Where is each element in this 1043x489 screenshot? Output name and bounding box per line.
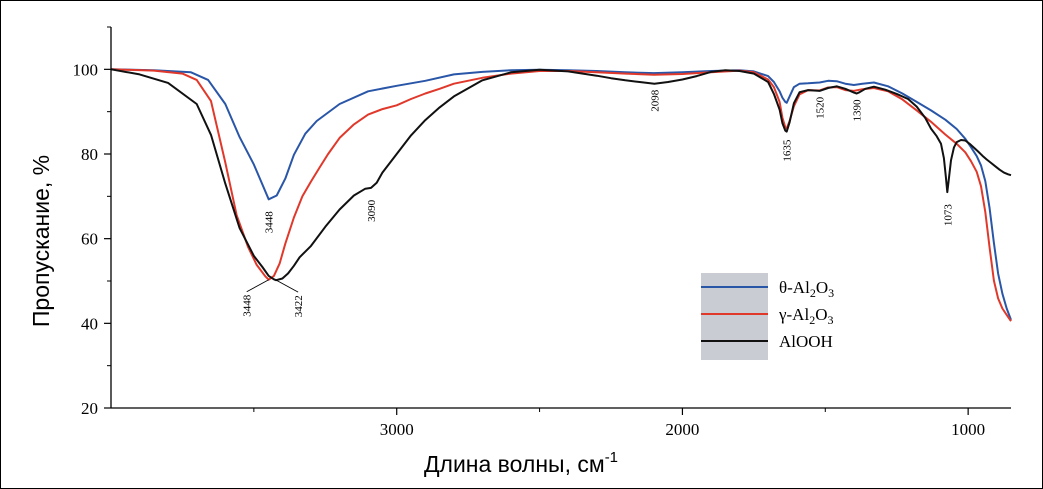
y-axis-title: Пропускание, % (28, 155, 54, 327)
peak-label-3448: 3448 (264, 211, 276, 234)
x-axis-title-text: Длина волны, см (424, 451, 605, 477)
legend-subscript: 2 (810, 286, 816, 300)
peak-label-1073: 1073 (942, 204, 954, 227)
legend-text-part: AlOOH (779, 332, 833, 351)
peak-label-1520: 1520 (815, 96, 827, 119)
peak-label-3422: 3422 (293, 295, 305, 317)
x-tick-label-2000: 2000 (665, 420, 699, 439)
legend-text-part: O (816, 278, 828, 297)
axes: 20 40 60 80 100 3000 2000 1000 (73, 26, 1011, 439)
series-line-1 (110, 68, 1012, 322)
y-tick-label-100: 100 (73, 60, 99, 79)
legend-label-2: AlOOH (779, 332, 833, 351)
x-axis-title-superscript: -1 (605, 449, 618, 466)
plot-area (110, 68, 1012, 322)
y-tick-label-80: 80 (81, 145, 98, 164)
legend-subscript: 3 (828, 286, 834, 300)
x-tick-label-3000: 3000 (380, 420, 414, 439)
peak-label-1390: 1390 (852, 99, 864, 122)
legend-text-part: θ-Al (779, 278, 810, 297)
peak-leader-3422 (275, 279, 299, 293)
legend-label-0: θ-Al2O3 (779, 278, 834, 300)
x-axis-title: Длина волны, см-1 (424, 449, 618, 477)
peak-annotations: 3448 3090 2098 1635 1520 1390 1073 3448 3422 (242, 89, 955, 317)
legend-text-part: γ-Al (778, 305, 809, 324)
peak-label-3090: 3090 (366, 199, 378, 222)
peak-label-1635: 1635 (782, 139, 794, 162)
peak-label-2098: 2098 (649, 89, 661, 112)
legend-label-1: γ-Al2O3 (778, 305, 833, 327)
peak-leader-3448 (246, 279, 269, 293)
y-tick-label-40: 40 (81, 314, 98, 333)
series-line-2 (110, 68, 1012, 282)
legend-subscript: 3 (827, 313, 833, 327)
x-tick-label-1000: 1000 (951, 420, 985, 439)
legend-subscript: 2 (809, 313, 815, 327)
y-tick-label-20: 20 (81, 399, 98, 418)
peak-label-3448: 3448 (242, 294, 254, 317)
series-line-0 (110, 68, 1012, 321)
y-tick-label-60: 60 (81, 230, 98, 249)
legend-text-part: O (815, 305, 827, 324)
